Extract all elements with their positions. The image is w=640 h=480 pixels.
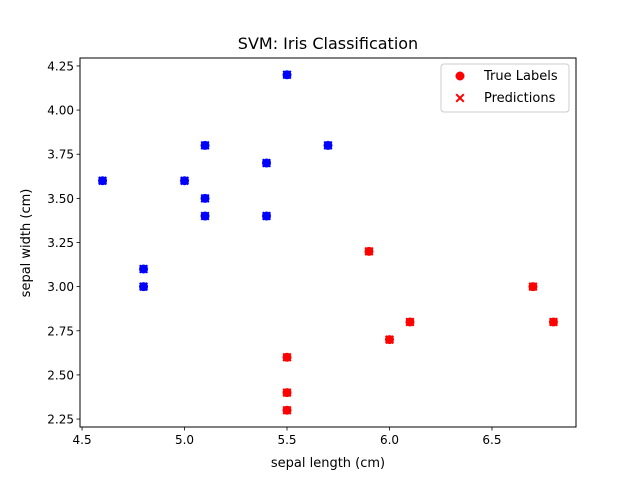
x-tick-label: 6.5 bbox=[482, 433, 501, 447]
y-tick-label: 2.75 bbox=[47, 324, 74, 338]
x-tick-label: 5.0 bbox=[175, 433, 194, 447]
x-tick-label: 6.0 bbox=[380, 433, 399, 447]
legend: True Labels Predictions bbox=[440, 63, 570, 113]
x-tick-label: 5.5 bbox=[277, 433, 296, 447]
prediction-point bbox=[262, 158, 272, 168]
plot-frame bbox=[79, 57, 577, 428]
legend-box bbox=[440, 63, 570, 113]
legend-predictions-marker bbox=[455, 93, 465, 103]
y-tick-label: 3.00 bbox=[47, 280, 74, 294]
prediction-point bbox=[200, 140, 210, 150]
y-tick-label: 3.75 bbox=[47, 148, 74, 162]
prediction-point bbox=[323, 140, 333, 150]
y-tick-label: 4.25 bbox=[47, 59, 74, 73]
y-axis: 2.25 2.50 2.75 3.00 3.25 3.50 3.75 4.00 4.25 bbox=[47, 59, 80, 427]
prediction-point bbox=[98, 176, 108, 186]
plot-area: 4.5 5.0 5.5 6.0 6.5 2.25 2.50 2.75 3.00 3.25 3.50… bbox=[47, 57, 577, 447]
y-tick-label: 2.25 bbox=[47, 413, 74, 427]
prediction-point bbox=[282, 388, 292, 398]
prediction-point bbox=[282, 352, 292, 362]
y-tick-label: 2.50 bbox=[47, 368, 74, 382]
prediction-point bbox=[139, 282, 149, 292]
prediction-point bbox=[384, 335, 394, 345]
x-axis-label: sepal length (cm) bbox=[271, 456, 385, 471]
legend-predictions-text: Predictions bbox=[484, 91, 556, 106]
prediction-point bbox=[262, 211, 272, 221]
prediction-point bbox=[364, 246, 374, 256]
y-tick-label: 4.00 bbox=[47, 104, 74, 118]
y-axis-label: sepal width (cm) bbox=[19, 189, 34, 298]
legend-true-labels-text: True Labels bbox=[483, 69, 558, 84]
legend-true-labels-marker bbox=[455, 71, 465, 81]
prediction-point bbox=[139, 264, 149, 274]
chart-title: SVM: Iris Classification bbox=[238, 34, 418, 53]
x-tick-label: 4.5 bbox=[73, 433, 92, 447]
prediction-point bbox=[180, 176, 190, 186]
prediction-point bbox=[282, 70, 292, 80]
prediction-point bbox=[405, 317, 415, 327]
prediction-point bbox=[200, 211, 210, 221]
prediction-point bbox=[200, 193, 210, 203]
y-tick-label: 3.25 bbox=[47, 236, 74, 250]
data-markers bbox=[98, 70, 558, 415]
prediction-point bbox=[528, 282, 538, 292]
y-tick-label: 3.50 bbox=[47, 192, 74, 206]
prediction-point bbox=[548, 317, 558, 327]
prediction-point bbox=[282, 405, 292, 415]
x-axis: 4.5 5.0 5.5 6.0 6.5 bbox=[73, 427, 502, 447]
